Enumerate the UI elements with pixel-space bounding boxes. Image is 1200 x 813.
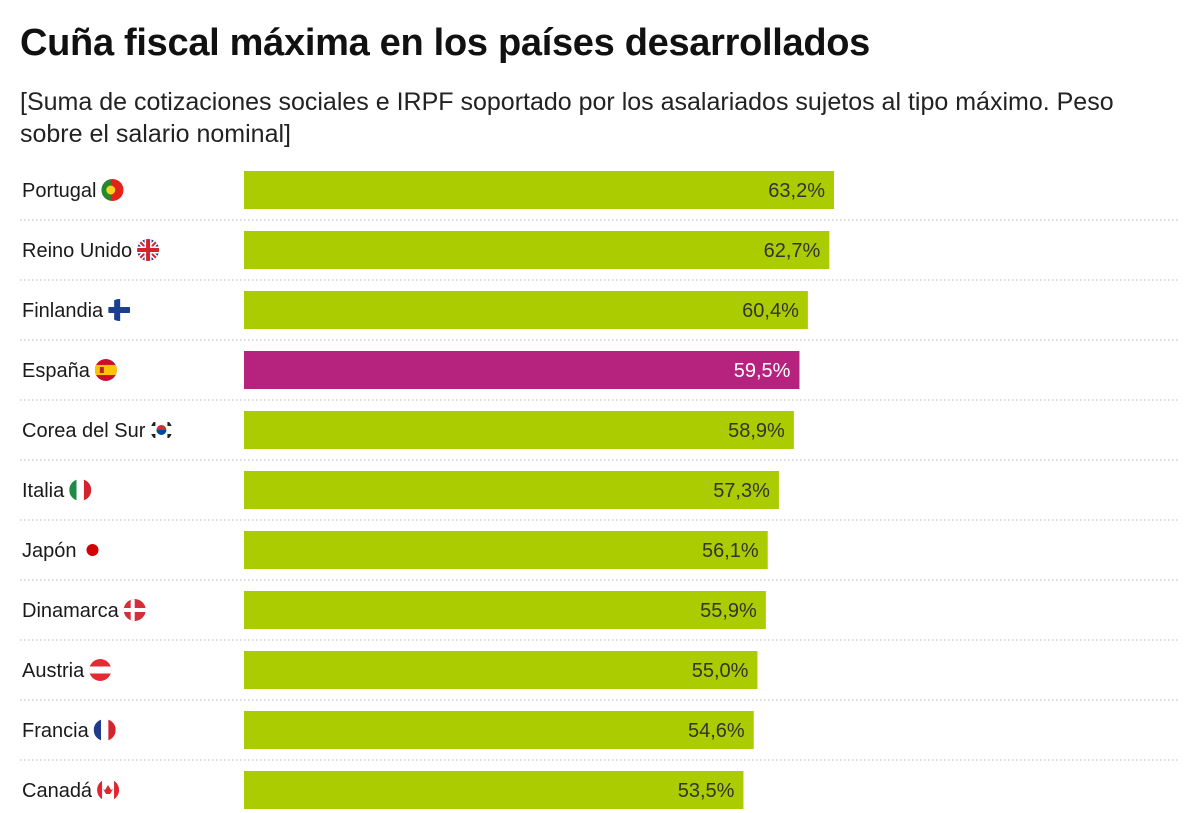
- bar: [244, 771, 744, 809]
- value-label: 63,2%: [768, 180, 825, 202]
- category-label: Corea del Sur: [22, 420, 146, 442]
- bar: [244, 291, 808, 329]
- bar: [244, 411, 794, 449]
- value-label: 55,0%: [692, 660, 749, 682]
- value-label: 62,7%: [764, 240, 821, 262]
- bar-row: Japón 56,1%: [20, 531, 1180, 581]
- value-label: 59,5%: [734, 360, 791, 382]
- bar: [244, 591, 766, 629]
- canada-flag-icon: [97, 779, 120, 801]
- uk-flag-icon: [137, 239, 160, 261]
- bar-row: Portugal 63,2%: [20, 171, 1180, 221]
- bar-row: Austria 55,0%: [20, 651, 1180, 701]
- japan-flag-icon: [81, 539, 104, 561]
- category-label: Canadá: [22, 780, 93, 802]
- bar-row: España 59,5%: [20, 351, 1180, 401]
- value-label: 54,6%: [688, 720, 745, 742]
- bar-row: Canadá 53,5%: [22, 771, 744, 809]
- chart-subtitle: [Suma de cotizaciones sociales e IRPF so…: [20, 88, 1114, 148]
- bar: [244, 471, 779, 509]
- value-label: 58,9%: [728, 420, 785, 442]
- bar: [244, 171, 834, 209]
- austria-flag-icon: [89, 659, 112, 681]
- category-label: España: [22, 360, 91, 382]
- category-label: Reino Unido: [22, 240, 132, 262]
- italy-flag-icon: [69, 479, 92, 501]
- portugal-flag-icon: [101, 179, 124, 201]
- south-korea-flag-icon: [150, 419, 173, 441]
- category-label: Japón: [22, 540, 77, 562]
- bar-row: Corea del Sur 58,9%: [20, 411, 1180, 461]
- bar-row: Reino Unido 62,7%: [20, 231, 1180, 281]
- highlighted-bar: [244, 351, 800, 389]
- bar-row: Italia 57,3%: [20, 471, 1180, 521]
- denmark-flag-icon: [123, 599, 146, 621]
- value-label: 60,4%: [742, 300, 799, 322]
- category-label: Finlandia: [22, 300, 104, 322]
- bar-row: Dinamarca 55,9%: [20, 591, 1180, 641]
- bar: [244, 651, 758, 689]
- spain-flag-icon: [94, 359, 117, 381]
- finland-flag-icon: [108, 299, 131, 321]
- category-label: Francia: [22, 720, 90, 742]
- value-label: 55,9%: [700, 600, 757, 622]
- category-label: Dinamarca: [22, 600, 120, 622]
- category-label: Italia: [22, 480, 65, 502]
- bar-row: Francia 54,6%: [20, 711, 1180, 761]
- bar: [244, 531, 768, 569]
- bar: [244, 231, 830, 269]
- chart-title: Cuña fiscal máxima en los países desarro…: [20, 22, 871, 64]
- category-label: Austria: [22, 660, 85, 682]
- value-label: 56,1%: [702, 540, 759, 562]
- bar: [244, 711, 754, 749]
- value-label: 57,3%: [713, 480, 770, 502]
- category-label: Portugal: [22, 180, 97, 202]
- bar-row: Finlandia 60,4%: [20, 291, 1180, 341]
- value-label: 53,5%: [678, 780, 735, 802]
- bar-chart: Portugal 63,2% Reino Unido 62,7% Finlandia 60…: [20, 171, 1180, 809]
- france-flag-icon: [93, 719, 116, 741]
